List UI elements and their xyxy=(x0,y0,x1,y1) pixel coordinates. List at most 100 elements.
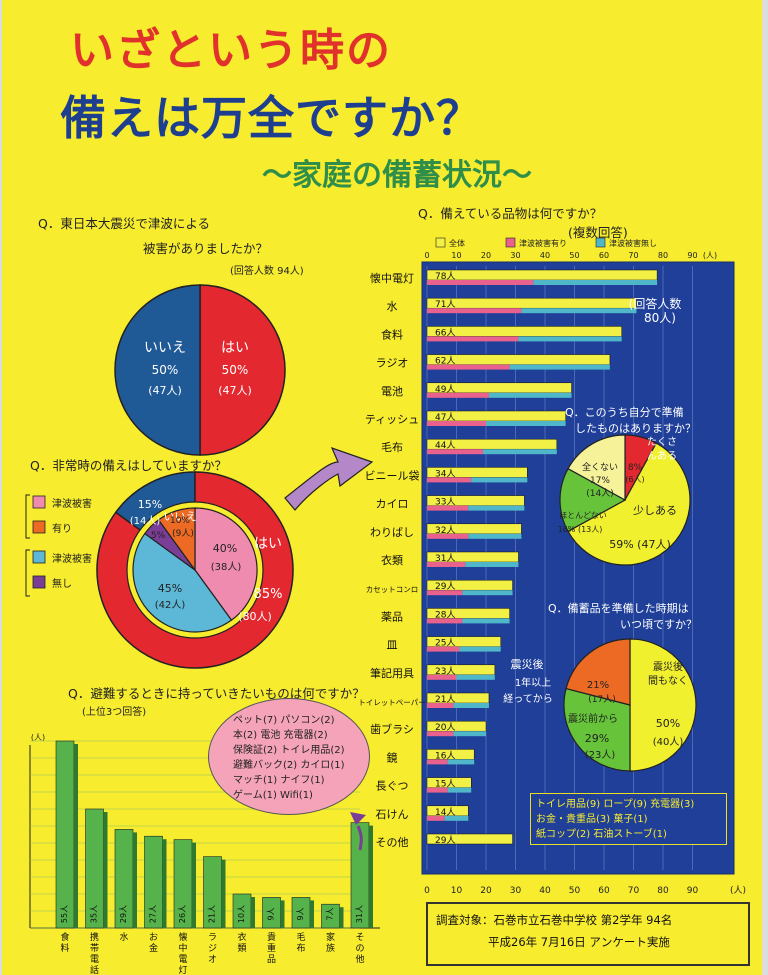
timing-slice xyxy=(629,638,697,772)
items-category-label: 石けん xyxy=(376,808,409,821)
tsunami-respondents: (回答人数 94人) xyxy=(230,266,304,277)
items-category-label: 食料 xyxy=(381,327,403,341)
selfprep-label: たくさ xyxy=(647,436,677,448)
prep-inner-slice xyxy=(157,507,196,572)
items-category-label: その他 xyxy=(376,836,409,849)
evac-question: Q．避難するときに持っていきたいものは何ですか？ xyxy=(68,686,365,701)
items-bar-value: 78人 xyxy=(435,271,455,282)
evac-bar-side xyxy=(369,825,373,928)
items-bar-unaffected xyxy=(521,308,637,314)
other-items-bubble: ペット(7) パソコン(2) 本(2) 電池 充電器(2) 保険証(2) トイレ… xyxy=(208,698,370,815)
evac-category-char: 電 xyxy=(90,954,99,965)
selfprep-percent: 8% xyxy=(628,463,643,473)
prep-legend-swatch xyxy=(32,520,46,534)
items-category-label: ビニール袋 xyxy=(365,468,420,482)
items-bar-total xyxy=(426,297,637,309)
items-category-label: 長ぐつ xyxy=(376,780,409,793)
items-bar-unaffected xyxy=(456,674,495,680)
items-legend-label: 津波被害有り xyxy=(519,238,567,248)
evac-category-char: 話 xyxy=(90,964,99,975)
items-xtick: 20 xyxy=(480,886,492,896)
items-category-label: カセットコンロ xyxy=(366,585,419,594)
evac-bar-side xyxy=(251,897,255,928)
evac-bar-side xyxy=(280,900,285,928)
survey-note: 調査対象：石巻市立石巻中学校 第2学年 94名 平成26年 7月16日 アンケー… xyxy=(426,902,750,966)
items-category-label: 薬品 xyxy=(381,610,403,623)
timing-question: いつ頃ですか？ xyxy=(620,618,697,631)
evac-bar-value: 9人 xyxy=(296,907,305,920)
evac-category-char: 料 xyxy=(60,942,69,954)
prep-outer-percent: 85% xyxy=(254,587,283,602)
items-category-label: 鏡 xyxy=(387,750,398,764)
prep-inner-percent: 45% xyxy=(158,582,182,595)
items-bar-affected xyxy=(427,815,445,821)
timing-count: (23人) xyxy=(585,749,616,761)
items-xtick-top: 30 xyxy=(510,251,520,260)
legend-bracket xyxy=(25,494,30,539)
timing-label: 1年以上 xyxy=(515,676,551,689)
items-question: Q．備えている品物は何ですか？ xyxy=(418,206,603,221)
items-xtick-top: 40 xyxy=(540,251,550,260)
evac-category-char: オ xyxy=(208,954,217,965)
bubble-arrow xyxy=(350,812,366,825)
items-legend-swatch xyxy=(505,237,516,248)
items-category-label: 毛布 xyxy=(381,441,403,454)
items-bar-unaffected xyxy=(462,590,513,596)
arrow-shape xyxy=(284,446,374,511)
timing-question: Q．備蓄品を準備した時期は xyxy=(548,601,689,615)
items-xtick: 50 xyxy=(569,886,581,896)
bubble-item: ゲーム(1) Wifi(1) xyxy=(233,790,313,801)
items-bar-unaffected xyxy=(453,731,486,737)
items-bar-value: 25人 xyxy=(435,638,455,649)
evac-category-char: ラ xyxy=(208,932,217,943)
evac-bar-side xyxy=(221,859,226,928)
items-xtick-top: 0 xyxy=(424,251,429,260)
items-bar-affected xyxy=(427,674,457,680)
prep-outer-count: (80人) xyxy=(238,610,272,623)
tsunami-question: Q．東日本大震災で津波による xyxy=(38,216,210,231)
items-xtick-top: 50 xyxy=(569,251,579,260)
selfprep-slice xyxy=(567,434,626,502)
selfprep-percent: 16% (13人) xyxy=(558,525,603,534)
items-bar-affected xyxy=(427,646,460,652)
others-line1: トイレ用品(9) ロープ(9) 充電器(3) xyxy=(536,799,695,810)
prep-inner-percent: 5% xyxy=(151,531,166,541)
items-bar-value: 29人 xyxy=(435,581,455,592)
tsunami-pie-label: いいえ xyxy=(144,340,186,356)
timing-percent: 21% xyxy=(587,680,609,691)
items-bar-unaffected xyxy=(447,787,472,793)
items-category-label: わりばし xyxy=(370,526,414,539)
survey-note-line2: 平成26年 7月16日 アンケート実施 xyxy=(488,935,670,949)
bubble-item: ペット(7) パソコン(2) xyxy=(233,715,335,726)
selfprep-label: 全くない xyxy=(582,461,618,473)
bubble-arrow-line xyxy=(356,825,363,851)
timing-label: 震災後 xyxy=(511,657,544,671)
items-bar-unaffected xyxy=(468,505,525,511)
evac-category-char: 族 xyxy=(326,942,335,954)
items-category-label: 歯ブラシ xyxy=(370,722,414,736)
prep-inner-percent: 40% xyxy=(213,542,237,555)
items-bar-value: 16人 xyxy=(435,750,455,761)
items-bar-affected xyxy=(427,421,486,426)
items-bar-affected xyxy=(427,280,534,285)
items-category-label: 衣類 xyxy=(381,553,403,567)
evac-bar-value: 10人 xyxy=(237,905,246,923)
items-xtick-top: 80 xyxy=(658,251,668,260)
selfprep-slice xyxy=(559,467,627,533)
bubble-item: マッチ(1) ナイフ(1) xyxy=(233,775,325,786)
selfprep-count: (14人) xyxy=(586,488,613,499)
selfprep-percent: 59% (47人) xyxy=(609,538,671,551)
title-line1: いざという時の xyxy=(70,25,392,76)
evac-category-char: 懐 xyxy=(178,931,187,943)
timing-percent: 50% xyxy=(656,717,680,730)
items-category-label: トイレットペーパー xyxy=(358,698,425,707)
items-bar-affected xyxy=(427,505,469,511)
bubble-item: 保険証(2) トイレ用品(2) xyxy=(233,745,345,756)
evac-bar-side xyxy=(74,744,78,928)
survey-note-line1: 調査対象：石巻市立石巻中学校 第2学年 94名 xyxy=(436,913,673,927)
prep-inner-percent: 10% xyxy=(170,516,190,526)
tsunami-question-2: 被害がありましたか？ xyxy=(143,241,269,256)
evac-category-char: 水 xyxy=(119,931,128,943)
prep-legend-swatch xyxy=(32,575,46,589)
